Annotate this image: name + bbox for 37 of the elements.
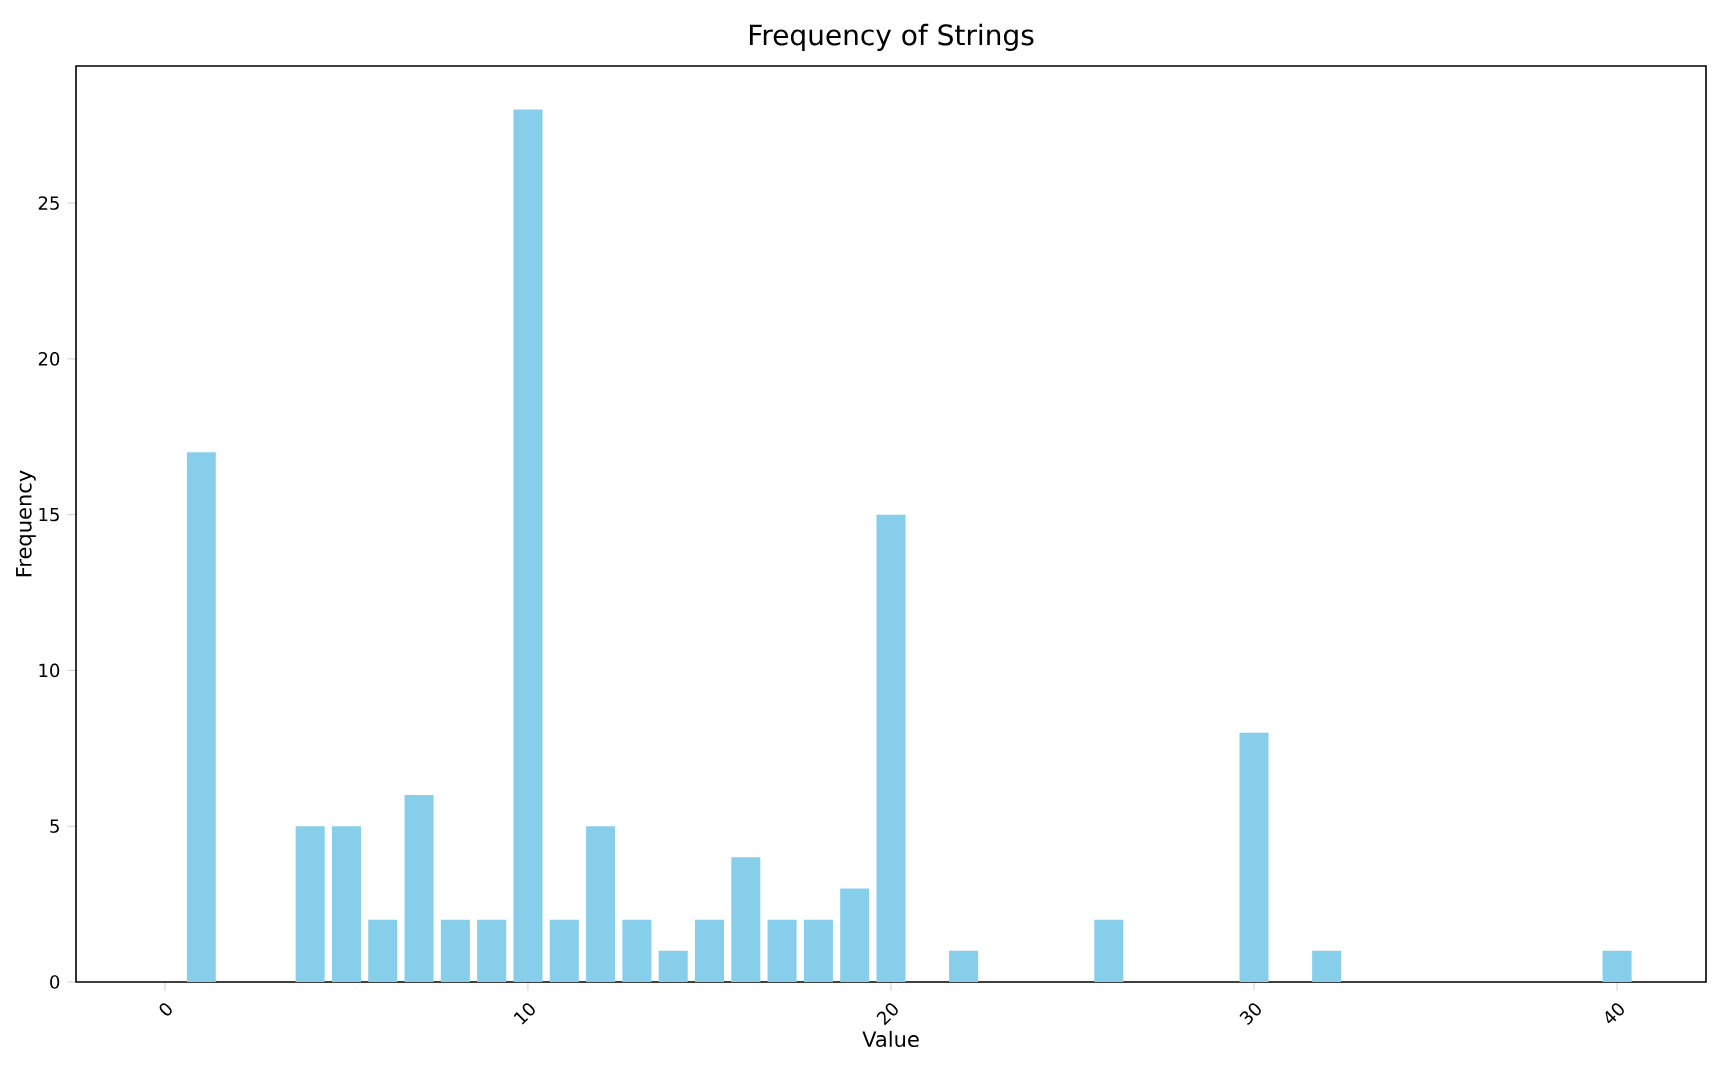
bar <box>404 795 434 982</box>
bar <box>731 857 761 982</box>
x-axis-title: Value <box>862 1030 919 1048</box>
y-tick-label: 25 <box>38 196 59 210</box>
bar <box>186 452 216 982</box>
bar <box>477 919 507 982</box>
x-tick-label: 0 <box>159 1003 172 1016</box>
y-tick-label: 15 <box>39 507 59 522</box>
y-tick-label: 10 <box>39 663 60 678</box>
x-tick-label: 40 <box>1605 1003 1624 1024</box>
bar <box>586 826 616 982</box>
x-tick-label: 10 <box>513 1003 535 1025</box>
y-tick-label: 0 <box>50 975 60 989</box>
bar <box>295 826 325 982</box>
y-tick-label: 5 <box>50 819 59 833</box>
bar <box>1094 919 1124 982</box>
bar <box>368 919 398 982</box>
bar <box>1239 732 1269 982</box>
bar <box>549 919 579 982</box>
bar <box>876 514 906 982</box>
x-tick-label: 30 <box>1239 1003 1261 1025</box>
bar <box>840 888 870 982</box>
bar <box>1602 950 1632 982</box>
bar <box>803 919 833 982</box>
y-axis-title: Frequency <box>16 470 36 577</box>
bar <box>658 950 688 982</box>
y-tick-label: 20 <box>38 352 60 366</box>
bar <box>331 826 361 982</box>
x-tick-label: 20 <box>876 1003 898 1026</box>
bar <box>622 919 652 982</box>
bar <box>513 109 543 982</box>
bar <box>440 919 470 982</box>
bar <box>767 919 797 982</box>
chart-title: Frequency of Strings <box>749 23 1034 51</box>
bar <box>1312 950 1342 982</box>
bar <box>949 950 979 982</box>
bar <box>694 919 725 982</box>
